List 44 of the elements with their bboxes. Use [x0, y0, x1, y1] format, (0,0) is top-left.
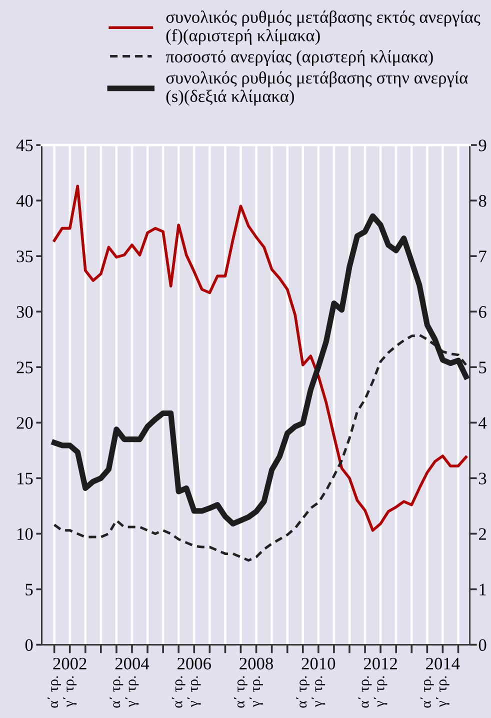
- x-tick-label: γ΄ τρ.: [374, 676, 388, 708]
- legend-label: συνολικός ρυθμός μετάβασης εκτός ανεργίας (f)(αριστερή κλίμακα): [166, 10, 480, 45]
- y-tick-label: 0: [25, 639, 33, 651]
- y-tick-label: 10: [18, 528, 33, 540]
- y-tick-label: 40: [16, 195, 33, 207]
- y-tick-label: 45: [16, 140, 33, 152]
- x2-tick-label: 2012: [364, 658, 397, 670]
- legend-label: ποσοστό ανεργίας (αριστερή κλίμακα): [166, 50, 433, 66]
- y-tick-label: 25: [16, 362, 33, 374]
- x-tick-label: γ΄ τρ.: [436, 676, 450, 708]
- y2-tick-label: 6: [478, 306, 486, 318]
- y2-tick-label: 5: [479, 362, 486, 374]
- x2-tick-label: 2004: [115, 658, 150, 670]
- x-tick-label: γ΄ τρ.: [187, 676, 201, 708]
- x-tick-label: α΄ τρ.: [296, 676, 310, 708]
- y2-tick-label: 3: [479, 472, 486, 484]
- x-tick-label: α΄ τρ.: [234, 676, 248, 708]
- y2-tick-label: 4: [478, 417, 487, 429]
- x-tick-label: γ΄ τρ.: [312, 676, 326, 708]
- y-tick-label: 5: [26, 584, 33, 596]
- legend-label: συνολικός ρυθμός μετάβασης στην ανεργία (s)(δεξιά κλίμακα): [166, 71, 468, 106]
- x-tick-label: α΄ τρ.: [420, 676, 434, 708]
- x-tick-label: α΄ τρ.: [48, 676, 62, 708]
- x2-tick-label: 2002: [53, 658, 86, 670]
- x-tick-label: γ΄ τρ.: [63, 676, 77, 708]
- y-tick-label: 20: [16, 417, 33, 429]
- x2-tick-label: 2010: [302, 658, 336, 670]
- y2-tick-label: 0: [478, 639, 486, 651]
- y2-tick-label: 2: [478, 528, 486, 540]
- x-tick-label: α΄ τρ.: [172, 676, 186, 708]
- x2-tick-label: 2008: [240, 658, 273, 670]
- x2-tick-label: 2006: [178, 658, 211, 670]
- y2-tick-label: 8: [478, 195, 486, 207]
- y-tick-label: 35: [16, 250, 33, 262]
- y2-tick-label: 7: [479, 250, 486, 262]
- y-tick-label: 15: [18, 472, 33, 484]
- x-tick-label: α΄ τρ.: [358, 676, 372, 708]
- x-tick-label: α΄ τρ.: [110, 676, 124, 708]
- x-tick-label: γ΄ τρ.: [250, 676, 263, 708]
- y2-tick-label: 9: [478, 140, 486, 152]
- x2-tick-label: 2014: [426, 658, 460, 670]
- y2-tick-label: 1: [480, 584, 486, 596]
- y-tick-label: 30: [16, 306, 33, 318]
- x-tick-label: γ΄ τρ.: [125, 676, 139, 708]
